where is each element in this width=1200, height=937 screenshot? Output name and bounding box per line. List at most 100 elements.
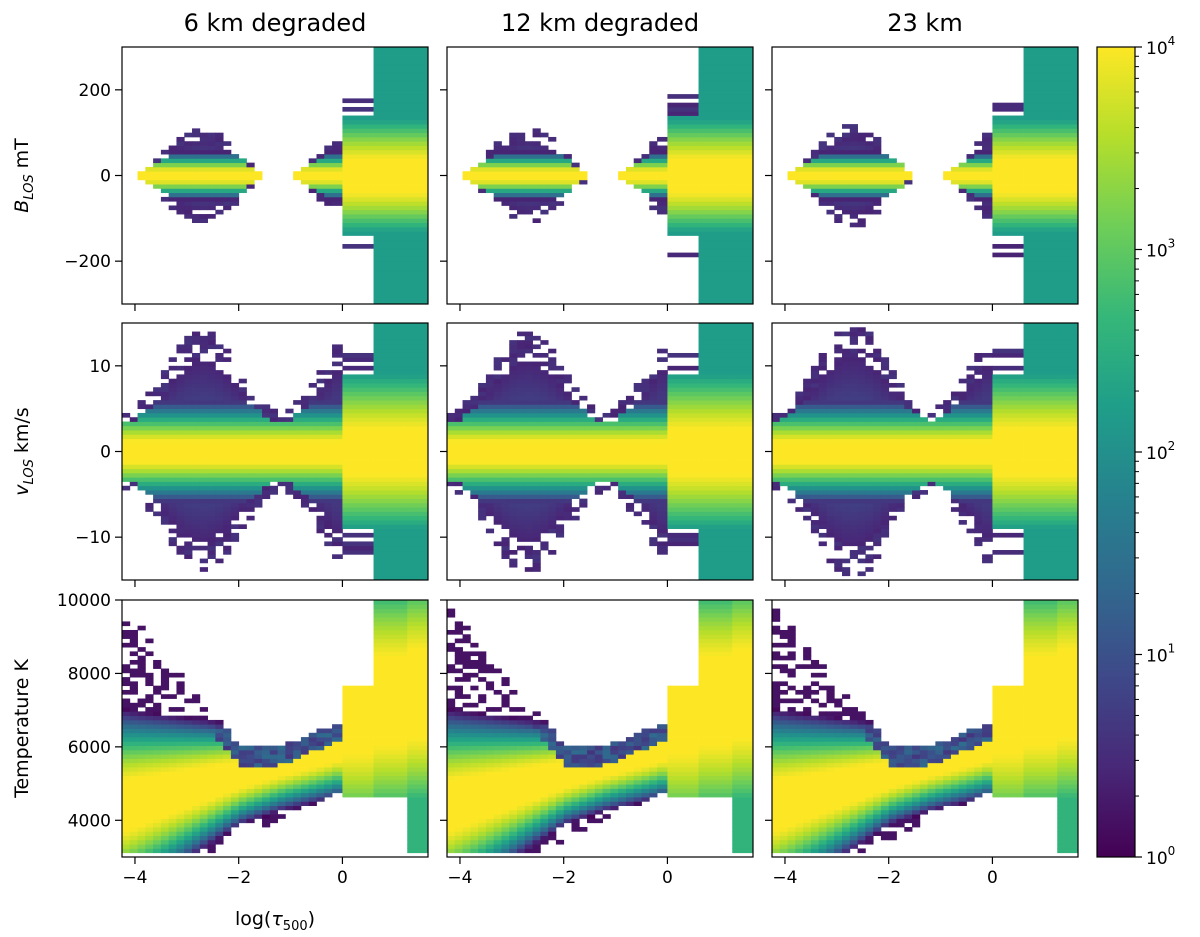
heatmap-cell	[1057, 119, 1078, 125]
heatmap-cell	[485, 455, 495, 461]
heatmap-cell	[982, 136, 993, 142]
heatmap-cell	[818, 184, 827, 189]
heatmap-cell	[293, 455, 302, 461]
heatmap-cell	[865, 477, 874, 482]
heatmap-cell	[122, 745, 131, 751]
heatmap-cell	[122, 434, 131, 440]
heatmap-cell	[215, 430, 224, 435]
heatmap-cell	[207, 400, 216, 405]
heatmap-cell	[230, 822, 240, 828]
heatmap-cell	[300, 464, 310, 470]
heatmap-cell	[199, 442, 208, 448]
heatmap-cell	[223, 498, 232, 504]
heatmap-cell	[732, 387, 753, 392]
heatmap-cell	[982, 490, 993, 495]
heatmap-cell	[407, 205, 428, 211]
heatmap-cell	[493, 494, 502, 500]
heatmap-cell	[982, 425, 993, 431]
heatmap-cell	[342, 244, 374, 249]
heatmap-cell	[772, 417, 781, 422]
heatmap-cell	[698, 447, 733, 452]
heatmap-cell	[316, 468, 325, 474]
heatmap-cell	[950, 434, 960, 440]
heatmap-cell	[1023, 511, 1058, 517]
heatmap-cell	[849, 408, 858, 414]
heatmap-cell	[485, 460, 495, 465]
heatmap-cell	[826, 391, 835, 397]
heatmap-cell	[1057, 348, 1078, 354]
heatmap-cell	[184, 417, 193, 422]
heatmap-cell	[826, 515, 835, 521]
heatmap-cell	[342, 412, 374, 418]
heatmap-cell	[145, 809, 154, 815]
heatmap-cell	[834, 408, 843, 414]
heatmap-cell	[524, 192, 533, 198]
heatmap-cell	[834, 136, 843, 142]
heatmap-cell	[293, 175, 302, 181]
heatmap-cell	[129, 629, 138, 635]
heatmap-cell	[698, 562, 733, 568]
heatmap-cell	[199, 485, 208, 491]
heatmap-cell	[1057, 412, 1078, 418]
heatmap-cell	[207, 412, 216, 418]
heatmap-cell	[184, 839, 193, 845]
heatmap-cell	[199, 827, 208, 832]
heatmap-cell	[548, 365, 557, 371]
heatmap-cell	[176, 408, 185, 414]
heatmap-cell	[373, 136, 408, 142]
heatmap-cell	[207, 451, 216, 457]
heatmap-cell	[896, 412, 905, 418]
heatmap-cell	[540, 184, 549, 189]
heatmap-cell	[407, 102, 428, 108]
heatmap-cell	[880, 184, 890, 189]
heatmap-cell	[277, 481, 286, 487]
heatmap-cell	[649, 524, 658, 529]
heatmap-cell	[223, 149, 232, 155]
heatmap-cell	[160, 779, 170, 785]
heatmap-cell	[316, 472, 325, 478]
heatmap-cell	[501, 511, 510, 517]
heatmap-cell	[184, 408, 193, 414]
heatmap-cell	[896, 468, 905, 474]
heatmap-cell	[447, 460, 456, 465]
heatmap-cell	[407, 400, 428, 405]
heatmap-cell	[873, 162, 882, 168]
heatmap-cell	[857, 348, 866, 354]
heatmap-cell	[223, 141, 232, 146]
heatmap-cell	[1057, 532, 1078, 538]
heatmap-cell	[160, 775, 170, 781]
heatmap-cell	[184, 515, 193, 521]
heatmap-cell	[332, 196, 343, 202]
heatmap-cell	[818, 361, 827, 367]
heatmap-cell	[509, 188, 518, 194]
heatmap-cell	[199, 520, 208, 525]
heatmap-cell	[555, 154, 565, 159]
heatmap-cell	[974, 205, 983, 211]
heatmap-cell	[199, 779, 208, 785]
heatmap-cell	[122, 472, 131, 478]
heatmap-cell	[579, 171, 588, 176]
heatmap-cell	[153, 685, 162, 691]
heatmap-cell	[478, 468, 487, 474]
heatmap-cell	[230, 412, 240, 418]
heatmap-cell	[238, 477, 247, 482]
heatmap-cell	[509, 352, 518, 358]
heatmap-cell	[834, 158, 843, 164]
heatmap-cell	[300, 425, 310, 431]
heatmap-cell	[129, 741, 138, 747]
heatmap-cell	[540, 201, 549, 206]
heatmap-cell	[285, 447, 294, 452]
heatmap-cell	[493, 541, 502, 547]
heatmap-cell	[540, 490, 549, 495]
heatmap-cell	[834, 464, 843, 470]
heatmap-cell	[524, 408, 533, 414]
heatmap-cell	[184, 149, 193, 155]
heatmap-cell	[657, 196, 668, 202]
heatmap-cell	[207, 784, 216, 789]
heatmap-cell	[407, 235, 428, 241]
heatmap-cell	[293, 425, 302, 431]
heatmap-cell	[176, 545, 185, 551]
heatmap-cell	[324, 408, 333, 414]
heatmap-cell	[509, 132, 518, 138]
heatmap-cell	[407, 141, 428, 146]
